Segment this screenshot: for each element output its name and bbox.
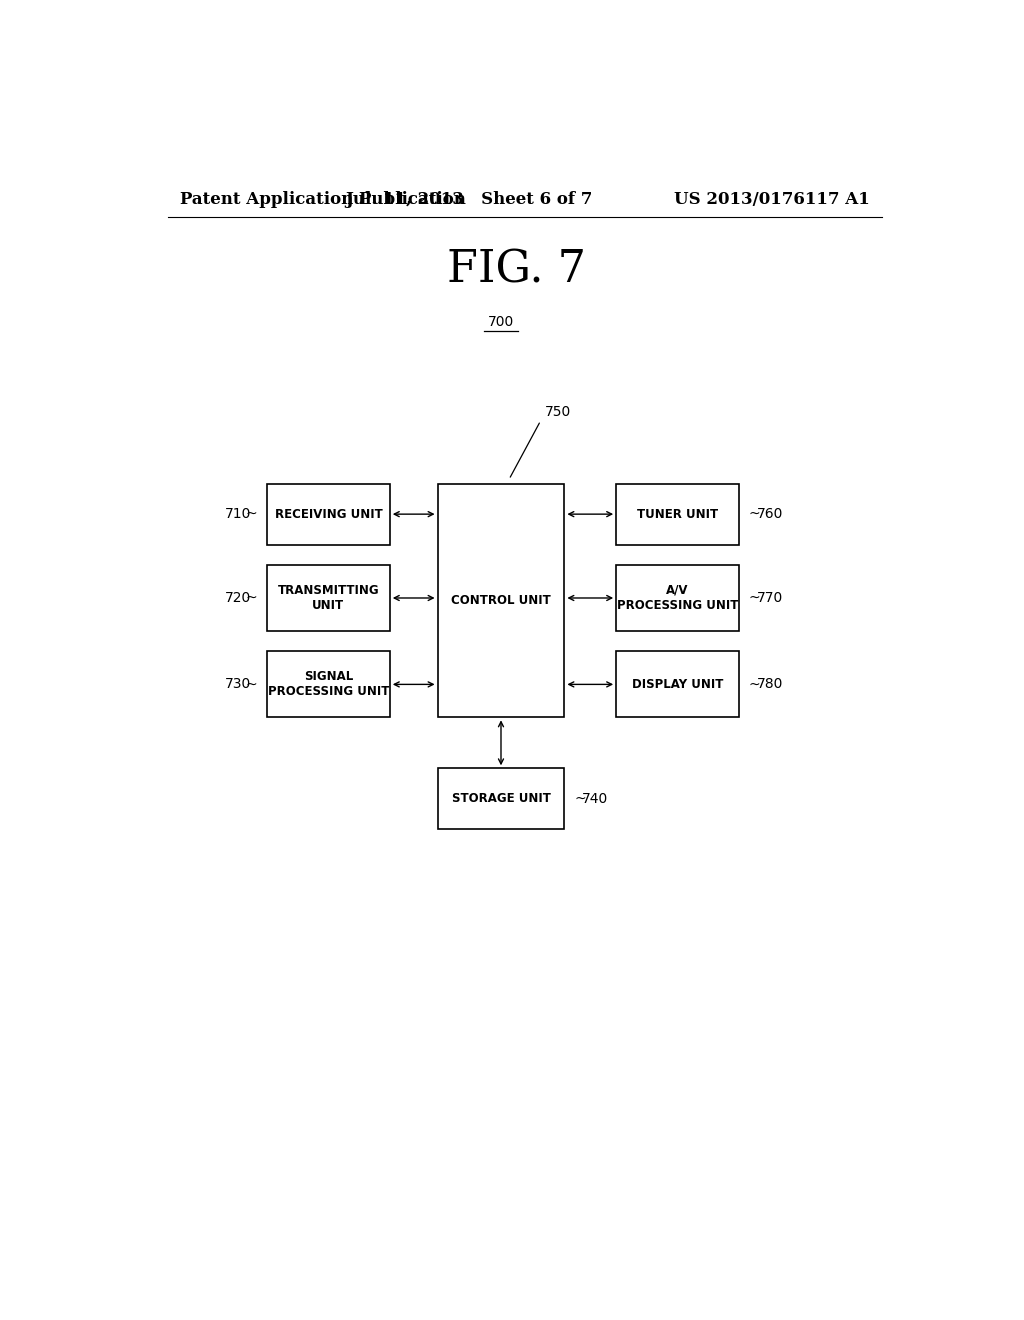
Text: 760: 760: [757, 507, 783, 521]
Text: 740: 740: [582, 792, 608, 805]
Text: A/V
PROCESSING UNIT: A/V PROCESSING UNIT: [616, 583, 738, 612]
Text: ~: ~: [246, 677, 257, 692]
Text: STORAGE UNIT: STORAGE UNIT: [452, 792, 551, 805]
Text: 780: 780: [757, 677, 783, 692]
Text: ~: ~: [749, 677, 760, 692]
Bar: [267, 651, 390, 718]
Bar: [437, 483, 564, 718]
Text: ~: ~: [246, 507, 257, 521]
Text: ~: ~: [574, 792, 586, 805]
Text: CONTROL UNIT: CONTROL UNIT: [452, 594, 551, 607]
Bar: [616, 483, 739, 545]
Text: RECEIVING UNIT: RECEIVING UNIT: [274, 508, 382, 520]
Text: 750: 750: [545, 405, 571, 418]
Bar: [437, 768, 564, 829]
Text: 720: 720: [224, 591, 251, 605]
Text: 700: 700: [487, 315, 514, 329]
Text: TUNER UNIT: TUNER UNIT: [637, 508, 718, 520]
Text: Patent Application Publication: Patent Application Publication: [179, 190, 466, 207]
Text: ~: ~: [749, 591, 760, 605]
Text: US 2013/0176117 A1: US 2013/0176117 A1: [674, 190, 870, 207]
Bar: [616, 565, 739, 631]
Text: 730: 730: [224, 677, 251, 692]
Text: TRANSMITTING
UNIT: TRANSMITTING UNIT: [278, 583, 379, 612]
Text: DISPLAY UNIT: DISPLAY UNIT: [632, 678, 723, 690]
Text: FIG. 7: FIG. 7: [447, 248, 587, 292]
Text: ~: ~: [749, 507, 760, 521]
Text: ~: ~: [246, 591, 257, 605]
Bar: [267, 483, 390, 545]
Text: Jul. 11, 2013   Sheet 6 of 7: Jul. 11, 2013 Sheet 6 of 7: [345, 190, 593, 207]
Text: 710: 710: [224, 507, 251, 521]
Bar: [267, 565, 390, 631]
Text: 770: 770: [757, 591, 782, 605]
Bar: [616, 651, 739, 718]
Text: SIGNAL
PROCESSING UNIT: SIGNAL PROCESSING UNIT: [267, 671, 389, 698]
